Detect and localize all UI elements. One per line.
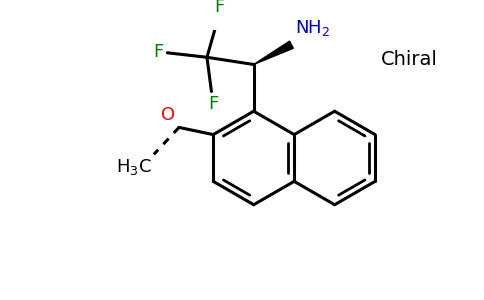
Polygon shape [254,41,293,64]
Text: F: F [214,0,225,16]
Text: F: F [153,43,164,61]
Text: H$_3$C: H$_3$C [116,157,152,177]
Text: NH$_2$: NH$_2$ [295,17,331,38]
Text: O: O [161,106,175,124]
Text: Chiral: Chiral [381,50,438,69]
Text: F: F [208,95,218,113]
